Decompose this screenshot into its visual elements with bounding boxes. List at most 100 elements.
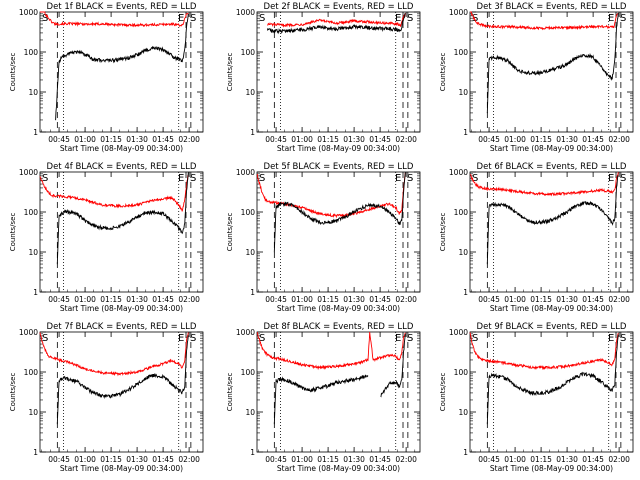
x-tick-label: 01:00 [291,455,313,464]
plot-frame [256,171,421,293]
marker-label-s: S [190,13,196,24]
x-tick-label: 01:15 [317,295,339,304]
lld-trace [469,172,619,197]
y-axis-label: Counts/sec [439,53,447,92]
x-tick-label: 01:30 [343,455,365,464]
x-tick-label: 01:45 [369,295,391,304]
x-tick-label: 00:45 [478,295,500,304]
x-tick-label: 01:45 [582,135,604,144]
x-tick-label: 01:45 [369,135,391,144]
marker-label-s: S [259,13,265,24]
x-tick-label: 02:00 [608,295,630,304]
x-tick-label: 01:00 [74,455,96,464]
lld-trace [39,174,189,212]
y-tick-label: 100 [24,48,39,57]
plot-frame [39,331,204,453]
panel-det-8: Det 8f BLACK = Events, RED = LLD 1 10 100 10… [226,322,421,473]
x-axis-label: Start Time (08-May-09 00:34:00) [490,144,613,153]
x-tick-label: 02:00 [178,295,200,304]
y-axis-label: Counts/sec [439,373,447,412]
marker-label-s: S [259,173,265,184]
y-tick-label: 1 [250,128,255,137]
marker-label-s: S [190,173,196,184]
marker-label-s: S [42,333,48,344]
x-tick-label: 01:45 [152,455,174,464]
marker-label-s: S [472,13,478,24]
x-tick-label: 01:15 [317,455,339,464]
panel-title: Det 5f BLACK = Events, RED = LLD [264,162,414,172]
y-tick-label: 10 [458,88,468,97]
panel-title: Det 1f BLACK = Events, RED = LLD [47,2,197,12]
x-tick-label: 01:30 [343,135,365,144]
y-tick-label: 1000 [449,168,468,177]
marker-label-s: S [620,333,626,344]
x-tick-label: 01:30 [556,455,578,464]
marker-label-e: E [395,13,401,24]
y-axis-label: Counts/sec [9,373,17,412]
x-axis-label: Start Time (08-May-09 00:34:00) [490,304,613,313]
marker-label-e: E [178,173,184,184]
y-tick-label: 1000 [19,8,38,17]
marker-label-e: E [608,173,614,184]
y-tick-label: 1 [463,288,468,297]
panel-det-7: Det 7f BLACK = Events, RED = LLD 1 10 100 10… [9,322,204,473]
lld-trace [470,11,619,31]
panel-det-3: Det 3f BLACK = Events, RED = LLD 1 10 100 10… [439,2,634,153]
x-tick-label: 00:45 [48,455,70,464]
y-tick-label: 10 [28,88,38,97]
x-tick-label: 02:00 [395,455,417,464]
x-tick-label: 02:00 [178,135,200,144]
plot-frame [469,11,634,133]
x-tick-label: 02:00 [395,295,417,304]
x-tick-label: 01:15 [530,295,552,304]
marker-label-e: E [608,13,614,24]
marker-label-s: S [42,173,48,184]
y-tick-label: 1 [33,128,38,137]
x-axis-label: Start Time (08-May-09 00:34:00) [277,144,400,153]
panel-det-9: Det 9f BLACK = Events, RED = LLD 1 10 100 10… [439,322,634,473]
y-tick-label: 1000 [236,8,255,17]
y-tick-label: 1000 [449,8,468,17]
y-tick-label: 10 [245,408,255,417]
x-tick-label: 01:00 [291,295,313,304]
y-tick-label: 10 [245,248,255,257]
y-tick-label: 10 [458,408,468,417]
x-tick-label: 01:00 [504,135,526,144]
x-tick-label: 01:30 [126,295,148,304]
x-tick-label: 01:15 [530,455,552,464]
y-tick-label: 100 [241,208,256,217]
panel-det-5: Det 5f BLACK = Events, RED = LLD 1 10 100 10… [226,162,421,313]
x-tick-label: 00:45 [48,295,70,304]
panel-det-2: Det 2f BLACK = Events, RED = LLD 1 10 100 10… [226,2,421,153]
x-tick-label: 01:00 [504,455,526,464]
panel-title: Det 6f BLACK = Events, RED = LLD [477,162,627,172]
y-tick-label: 1000 [19,168,38,177]
marker-label-s: S [620,173,626,184]
marker-label-s: S [620,13,626,24]
y-axis-label: Counts/sec [9,213,17,252]
y-tick-label: 100 [241,48,256,57]
y-tick-label: 1 [33,448,38,457]
panel-title: Det 9f BLACK = Events, RED = LLD [477,322,627,332]
marker-label-e: E [608,333,614,344]
y-tick-label: 1 [463,448,468,457]
lld-trace [256,331,406,371]
x-tick-label: 01:45 [152,295,174,304]
y-tick-label: 10 [245,88,255,97]
x-tick-label: 01:00 [504,295,526,304]
marker-label-s: S [259,333,265,344]
y-tick-label: 1000 [236,328,255,337]
x-tick-label: 02:00 [395,135,417,144]
x-tick-label: 01:30 [556,135,578,144]
y-tick-label: 100 [454,208,469,217]
events-trace [273,334,406,425]
y-tick-label: 10 [458,248,468,257]
x-tick-label: 01:00 [291,135,313,144]
panel-det-4: Det 4f BLACK = Events, RED = LLD 1 10 100 10… [9,162,204,313]
plot-frame [256,331,421,453]
marker-label-s: S [407,13,413,24]
x-tick-label: 00:45 [265,295,287,304]
x-axis-label: Start Time (08-May-09 00:34:00) [490,464,613,473]
x-axis-label: Start Time (08-May-09 00:34:00) [60,464,183,473]
